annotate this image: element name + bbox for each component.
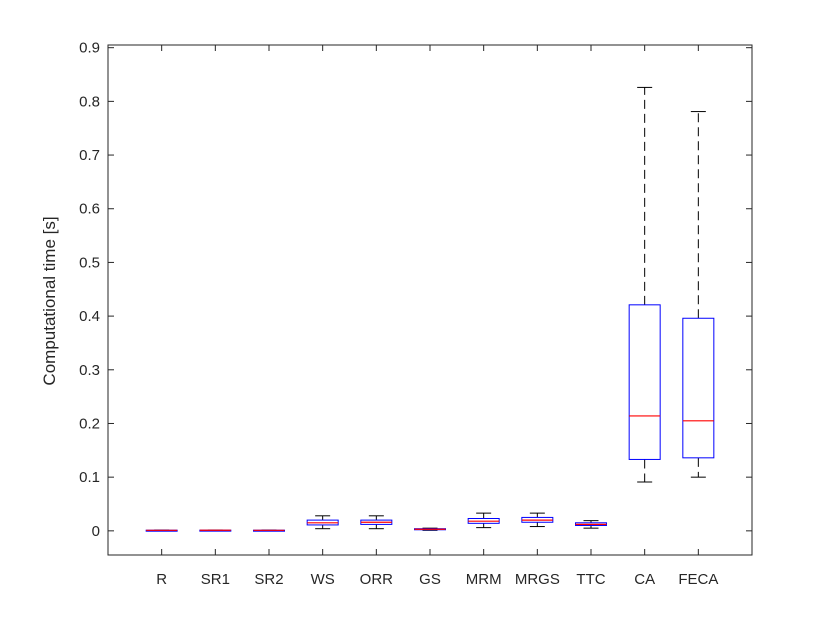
x-tick-label: SR2 [254, 571, 283, 588]
x-tick-label: MRM [466, 571, 502, 588]
box-r [145, 529, 178, 532]
box-sr1 [199, 529, 232, 532]
y-axis-label: Computational time [s] [40, 216, 59, 385]
box-series [145, 86, 715, 532]
y-tick-label: 0.5 [79, 254, 100, 271]
y-tick-label: 0 [92, 523, 100, 540]
x-tick-label: ORR [360, 571, 394, 588]
box-ca [628, 86, 661, 483]
box-feca [682, 111, 715, 478]
iqr-box [682, 317, 715, 459]
x-tick-label: SR1 [201, 571, 230, 588]
box-sr2 [253, 529, 285, 532]
box-ws [306, 515, 339, 530]
axes: 0 0.1 0.2 0.3 0.4 0.5 0.6 0.7 0.8 0.9 R SR1 SR2 WS ORR… [79, 40, 753, 588]
y-tick-label: 0.6 [79, 201, 100, 218]
x-tick-label: MRGS [515, 571, 560, 588]
y-tick-label: 0.1 [79, 469, 100, 486]
box-orr [360, 515, 393, 530]
y-tick-label: 0.8 [79, 93, 100, 110]
y-tick-label: 0.9 [79, 40, 100, 57]
y-tick-label: 0.2 [79, 415, 100, 432]
plot-frame [107, 44, 753, 556]
x-tick-label: R [156, 571, 167, 588]
x-tick-label: GS [419, 571, 441, 588]
box-mrm [467, 512, 500, 529]
iqr-box [628, 304, 661, 460]
box-ttc [575, 520, 607, 529]
box-gs [414, 527, 446, 531]
x-tick-label: TTC [576, 571, 605, 588]
x-tick-label: FECA [678, 571, 718, 588]
y-tick-label: 0.7 [79, 147, 100, 164]
x-tick-label: CA [634, 571, 655, 588]
box-mrgs [521, 512, 554, 528]
y-tick-label: 0.3 [79, 362, 100, 379]
y-tick-label: 0.4 [79, 308, 100, 325]
x-tick-label: WS [311, 571, 335, 588]
